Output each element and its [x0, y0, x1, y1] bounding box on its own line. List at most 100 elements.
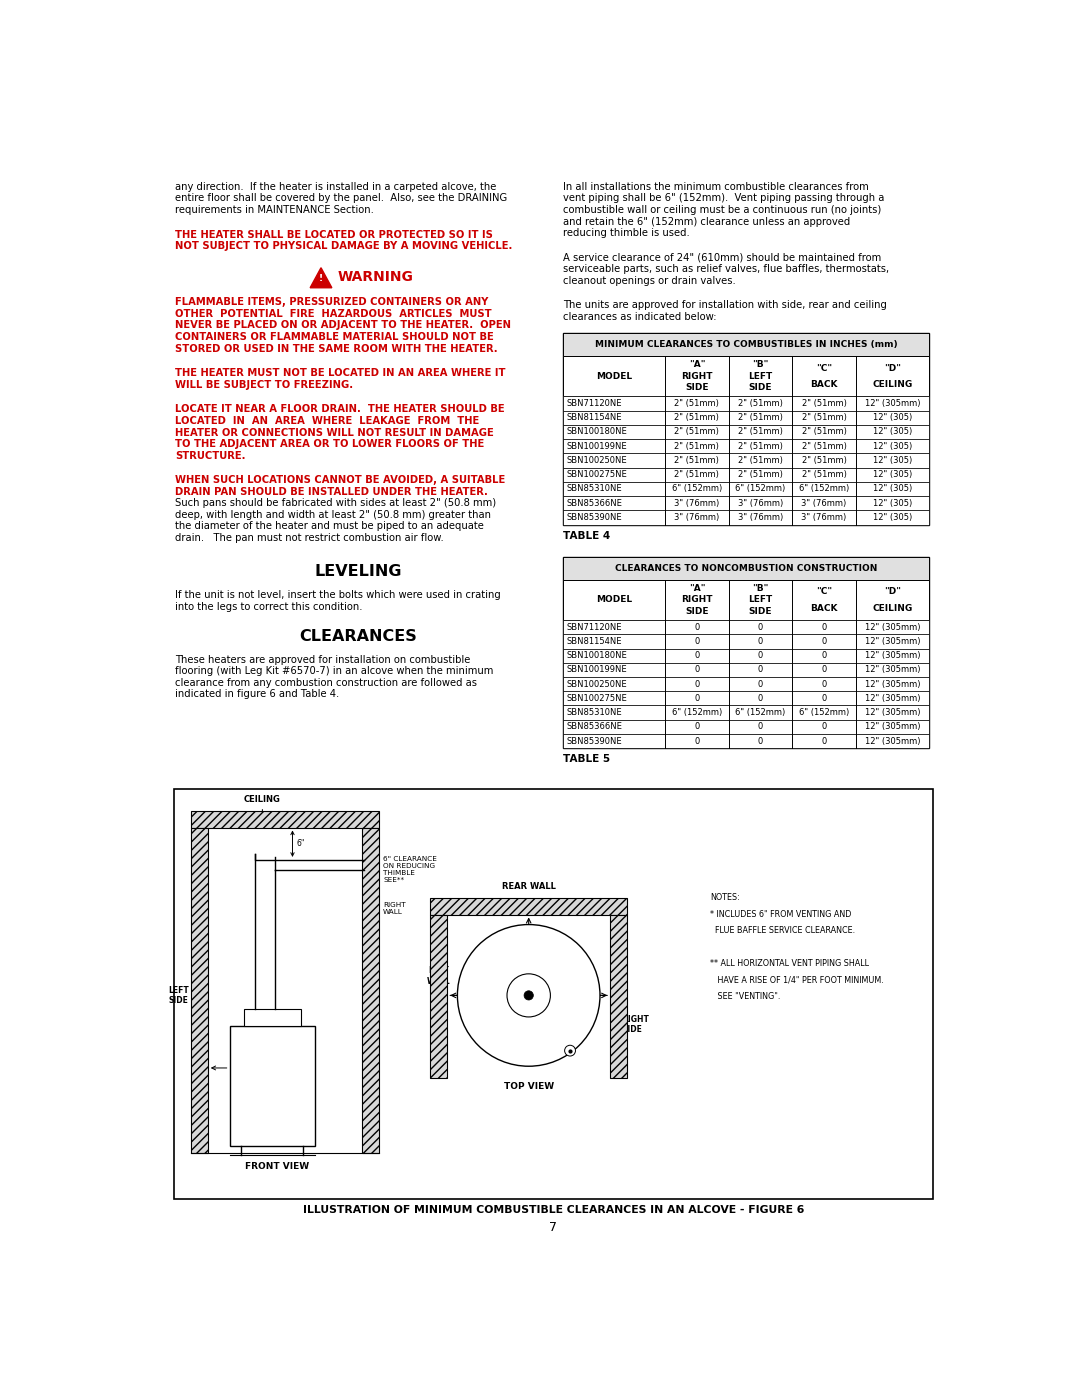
Text: CLEARANCES TO NONCOMBUSTION CONSTRUCTION: CLEARANCES TO NONCOMBUSTION CONSTRUCTION [615, 564, 877, 573]
Text: 12" (305): 12" (305) [873, 513, 913, 522]
Text: 0: 0 [694, 665, 700, 675]
Text: SBN100250NE: SBN100250NE [567, 455, 627, 465]
Text: 12" (305mm): 12" (305mm) [865, 637, 920, 645]
Text: STORED OR USED IN THE SAME ROOM WITH THE HEATER.: STORED OR USED IN THE SAME ROOM WITH THE… [175, 344, 498, 353]
Text: requirements in MAINTENANCE Section.: requirements in MAINTENANCE Section. [175, 205, 374, 215]
Text: 0: 0 [822, 665, 826, 675]
Text: 0: 0 [694, 637, 700, 645]
Bar [563, 692, 930, 705]
Bar [563, 334, 930, 356]
Text: 2" (51mm): 2" (51mm) [801, 414, 847, 422]
Text: "D": "D" [885, 588, 901, 597]
Text: 12" (305mm): 12" (305mm) [865, 694, 920, 703]
Text: ** ALL HORIZONTAL VENT PIPING SHALL: ** ALL HORIZONTAL VENT PIPING SHALL [710, 960, 869, 968]
Text: flooring (with Leg Kit #6570-7) in an alcove when the minimum: flooring (with Leg Kit #6570-7) in an al… [175, 666, 494, 676]
Text: SIDE: SIDE [685, 383, 708, 393]
Text: 0: 0 [694, 623, 700, 631]
Bar [563, 425, 930, 439]
Text: 2" (51mm): 2" (51mm) [738, 427, 783, 436]
Text: 12" (305mm): 12" (305mm) [865, 736, 920, 746]
Text: 2" (51mm): 2" (51mm) [801, 471, 847, 479]
Text: HAVE A RISE OF 1/4" PER FOOT MINIMUM.: HAVE A RISE OF 1/4" PER FOOT MINIMUM. [710, 975, 883, 985]
Bar [174, 789, 933, 1199]
Text: 12" (305mm): 12" (305mm) [865, 651, 920, 661]
Bar [191, 810, 379, 827]
Text: 3" (76mm): 3" (76mm) [738, 513, 783, 522]
Circle shape [565, 1045, 576, 1056]
Text: SBN81154NE: SBN81154NE [567, 414, 622, 422]
Text: 2" (51mm): 2" (51mm) [674, 400, 719, 408]
Text: SBN85366NE: SBN85366NE [567, 499, 622, 507]
Text: the diameter of the heater and must be piped to an adequate: the diameter of the heater and must be p… [175, 521, 484, 531]
Text: LOCATE IT NEAR A FLOOR DRAIN.  THE HEATER SHOULD BE: LOCATE IT NEAR A FLOOR DRAIN. THE HEATER… [175, 404, 505, 415]
Text: BACK: BACK [810, 380, 838, 388]
Text: clearances as indicated below:: clearances as indicated below: [563, 312, 716, 323]
Text: MINIMUM CLEARANCES TO COMBUSTIBLES IN INCHES (mm): MINIMUM CLEARANCES TO COMBUSTIBLES IN IN… [595, 341, 897, 349]
Bar [563, 482, 930, 496]
Text: WHEN SUCH LOCATIONS CANNOT BE AVOIDED, A SUITABLE: WHEN SUCH LOCATIONS CANNOT BE AVOIDED, A… [175, 475, 505, 485]
Text: SIDE: SIDE [748, 606, 772, 616]
Text: 6" (152mm): 6" (152mm) [799, 485, 849, 493]
Text: REAR WALL: REAR WALL [502, 883, 555, 891]
Text: LEFT
WALL: LEFT WALL [427, 967, 450, 986]
Bar [610, 915, 627, 1077]
Text: 12" (305): 12" (305) [873, 414, 913, 422]
Text: 12" (305mm): 12" (305mm) [865, 665, 920, 675]
Text: CLEARANCES: CLEARANCES [299, 629, 417, 644]
Text: 2" (51mm): 2" (51mm) [801, 400, 847, 408]
Text: D': D' [231, 1063, 240, 1073]
Bar [430, 898, 627, 915]
Text: THE HEATER SHALL BE LOCATED OR PROTECTED SO IT IS: THE HEATER SHALL BE LOCATED OR PROTECTED… [175, 229, 494, 240]
Text: 2" (51mm): 2" (51mm) [674, 471, 719, 479]
Text: 3" (76mm): 3" (76mm) [738, 499, 783, 507]
Text: If the unit is not level, insert the bolts which were used in crating: If the unit is not level, insert the bol… [175, 590, 501, 599]
Bar [563, 468, 930, 482]
Bar [563, 719, 930, 733]
Text: entire floor shall be covered by the panel.  Also, see the DRAINING: entire floor shall be covered by the pan… [175, 193, 508, 204]
Bar [563, 662, 930, 678]
Text: 0: 0 [694, 651, 700, 661]
Bar [230, 1027, 314, 1146]
Text: LEVELING: LEVELING [314, 564, 402, 580]
Text: 12" (305mm): 12" (305mm) [865, 708, 920, 717]
Circle shape [524, 990, 534, 1000]
Text: SBN100199NE: SBN100199NE [567, 441, 627, 451]
Bar [430, 915, 447, 1077]
Text: MODEL: MODEL [596, 372, 632, 381]
Text: WARNING: WARNING [338, 270, 414, 284]
Text: combustible wall or ceiling must be a continuous run (no joints): combustible wall or ceiling must be a co… [563, 205, 881, 215]
Text: clearance from any combustion construction are followed as: clearance from any combustion constructi… [175, 678, 477, 687]
Bar [563, 557, 930, 580]
Text: 0: 0 [694, 722, 700, 732]
Text: 6" (152mm): 6" (152mm) [735, 485, 785, 493]
Text: into the legs to correct this condition.: into the legs to correct this condition. [175, 602, 363, 612]
Text: LEFT
SIDE: LEFT SIDE [168, 986, 189, 1004]
Text: indicated in figure 6 and Table 4.: indicated in figure 6 and Table 4. [175, 689, 339, 700]
Text: 0: 0 [758, 694, 764, 703]
Text: 3" (76mm): 3" (76mm) [674, 499, 719, 507]
Text: 12" (305): 12" (305) [873, 441, 913, 451]
Text: 0: 0 [822, 694, 826, 703]
Bar [362, 827, 379, 1154]
Text: 2" (51mm): 2" (51mm) [801, 441, 847, 451]
Text: "B": "B" [753, 360, 769, 369]
Bar [243, 1009, 301, 1027]
Text: DRAIN PAN SHOULD BE INSTALLED UNDER THE HEATER.: DRAIN PAN SHOULD BE INSTALLED UNDER THE … [175, 486, 488, 497]
Text: HEATER OR CONNECTIONS WILL NOT RESULT IN DAMAGE: HEATER OR CONNECTIONS WILL NOT RESULT IN… [175, 427, 494, 437]
Text: SBN100250NE: SBN100250NE [567, 679, 627, 689]
Text: reducing thimble is used.: reducing thimble is used. [563, 228, 689, 237]
Text: SBN85390NE: SBN85390NE [567, 513, 622, 522]
Text: 0: 0 [758, 736, 764, 746]
Text: "A": "A" [689, 360, 705, 369]
Text: 0: 0 [822, 623, 826, 631]
Text: BACK: BACK [810, 604, 838, 612]
Text: SBN71120NE: SBN71120NE [567, 400, 622, 408]
Text: deep, with length and width at least 2" (50.8 mm) greater than: deep, with length and width at least 2" … [175, 510, 491, 520]
Text: 0: 0 [758, 679, 764, 689]
Circle shape [507, 974, 551, 1017]
Text: SIDE: SIDE [748, 383, 772, 393]
Bar [563, 634, 930, 648]
Text: "C": "C" [815, 588, 832, 597]
Text: SBN100180NE: SBN100180NE [567, 427, 627, 436]
Text: "B": "B" [753, 584, 769, 594]
